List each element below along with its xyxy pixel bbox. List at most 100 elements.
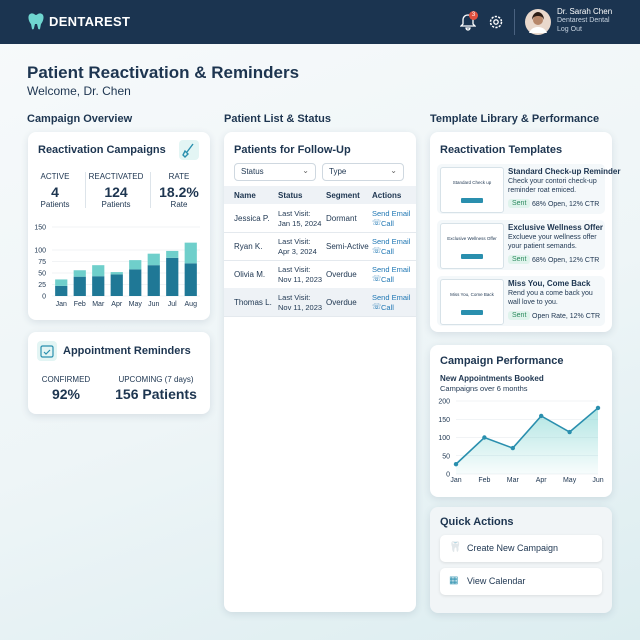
call-link[interactable]: Call [381, 275, 394, 284]
send-email-link[interactable]: Send Email [372, 209, 411, 218]
header: DENTAREST 3 Dr. Sarah Chen Dentarest Den… [0, 0, 640, 44]
card-title: Patients for Follow-Up [234, 144, 351, 156]
visit-label: Last Visit: [278, 265, 311, 274]
stat-value: 4 [51, 184, 59, 200]
stat-unit: Rate [170, 200, 188, 209]
thumbnail-button [461, 198, 483, 203]
visit-date: Nov 11, 2023 [278, 303, 323, 312]
thumbnail-title: Miss You, Come Back [450, 292, 494, 297]
action-icon: ▦ [449, 575, 459, 586]
template-thumbnail: Exclusive Wellness Offer [440, 223, 504, 269]
send-email-link[interactable]: Send Email [372, 237, 411, 246]
column-header: Actions [372, 191, 402, 200]
stat-value: 92% [51, 386, 81, 402]
status-pill: Sent [508, 255, 531, 264]
chevron: ⌄ [302, 166, 309, 175]
visit-label: Last Visit: [278, 293, 311, 302]
template-description: Rend you a come back you wall love to yo… [508, 290, 593, 306]
filter-label: Status [241, 167, 264, 176]
divider [150, 172, 151, 208]
section-title: Patient List & Status [224, 113, 331, 125]
template-stats: 68% Open, 12% CTR [532, 201, 600, 208]
filter-dropdown[interactable]: Status ⌄ [234, 163, 316, 181]
logout-link[interactable]: Log Out [557, 26, 582, 33]
quick-actions-card: Quick Actions 🦷 Create New Campaign ▦ View … [430, 507, 612, 613]
segment: Overdue [326, 270, 357, 279]
avatar [525, 9, 551, 35]
column-header: Segment [326, 191, 360, 200]
patient-name: Thomas L. [234, 298, 272, 307]
stat-label: CONFIRMED [41, 375, 91, 384]
template-thumbnail: Standard Check up [440, 167, 504, 213]
reminder-icon [37, 341, 57, 361]
stat-label: REACTIVATED [88, 172, 144, 181]
quick-action-button[interactable]: ▦ View Calendar [440, 568, 602, 595]
thumbnail-title: Standard Check up [452, 180, 492, 185]
performance-card: Campaign Performance New Appointments Bo… [430, 345, 612, 497]
table-row [224, 232, 416, 261]
quick-action-button[interactable]: 🦷 Create New Campaign [440, 535, 602, 562]
action-label: Create New Campaign [467, 543, 559, 553]
page-title: Patient Reactivation & Reminders [27, 63, 300, 82]
patient-name: Ryan K. [234, 242, 263, 251]
call-link[interactable]: Call [381, 247, 394, 256]
section-title: Campaign Overview [27, 113, 133, 125]
chevron: ⌄ [390, 166, 397, 175]
templates-card: Reactivation Templates Standard Check up… [430, 132, 620, 332]
user-name: Dr. Sarah Chen [557, 7, 613, 16]
section-title: Template Library & Performance [430, 113, 600, 125]
notification-badge: 3 [469, 11, 478, 20]
stat-unit: Patients [40, 200, 70, 209]
template-name: Exclusive Wellness Offer [508, 223, 604, 232]
divider [514, 9, 515, 35]
template-stats: 68% Open, 12% CTR [532, 257, 600, 264]
settings-icon[interactable] [488, 14, 504, 30]
send-email-link[interactable]: Send Email [372, 293, 411, 302]
thumbnail-title: Exclusive Wellness Offer [447, 236, 497, 241]
template-name: Miss You, Come Back [508, 279, 591, 288]
chart-caption: Campaigns over 6 months [440, 384, 528, 393]
campaign-icon [179, 140, 199, 160]
status-pill: Sent [508, 199, 531, 208]
call-link[interactable]: Call [381, 303, 394, 312]
column-header: Name [234, 191, 256, 200]
stat-value: 124 [104, 184, 128, 200]
filter-dropdown[interactable]: Type ⌄ [322, 163, 404, 181]
segment: Overdue [326, 298, 357, 307]
brand: DENTAREST [49, 14, 131, 29]
visit-label: Last Visit: [278, 209, 311, 218]
call-icon: ☏ [372, 218, 382, 227]
template-description: Exclueve your wellness offer your patien… [508, 234, 597, 250]
chart-subtitle: New Appointments Booked [440, 374, 544, 383]
visit-label: Last Visit: [278, 237, 311, 246]
divider [85, 172, 86, 208]
card-title: Reactivation Campaigns [38, 144, 166, 156]
patients-card: Patients for Follow-Up Status ⌄ Type ⌄ Name S… [224, 132, 416, 612]
column-header: Status [278, 191, 303, 200]
stat-label: UPCOMING (7 days) [118, 375, 194, 384]
action-icon: 🦷 [449, 542, 462, 553]
segment: Semi-Active [326, 242, 369, 251]
table-row [224, 204, 416, 233]
thumbnail-button [461, 254, 483, 259]
stat-label: RATE [168, 172, 190, 181]
card-title: Appointment Reminders [63, 345, 191, 357]
stat-value: 156 Patients [115, 386, 197, 402]
call-icon: ☏ [372, 246, 382, 255]
visit-date: Nov 11, 2023 [278, 275, 323, 284]
stat-value: 18.2% [159, 184, 199, 200]
visit-date: Apr 3, 2024 [278, 247, 317, 256]
send-email-link[interactable]: Send Email [372, 265, 411, 274]
patient-name: Jessica P. [234, 214, 270, 223]
call-link[interactable]: Call [381, 219, 394, 228]
table-row [224, 288, 416, 317]
status-pill: Sent [508, 311, 531, 320]
segment: Dormant [326, 214, 357, 223]
call-icon: ☏ [372, 302, 382, 311]
reminders-card: Appointment Reminders CONFIRMED 92% UPCOMI… [28, 332, 210, 414]
stat-unit: Patients [101, 200, 131, 209]
table-header-bg [224, 186, 416, 204]
template-thumbnail: Miss You, Come Back [440, 279, 504, 325]
card-title: Reactivation Templates [440, 144, 563, 156]
